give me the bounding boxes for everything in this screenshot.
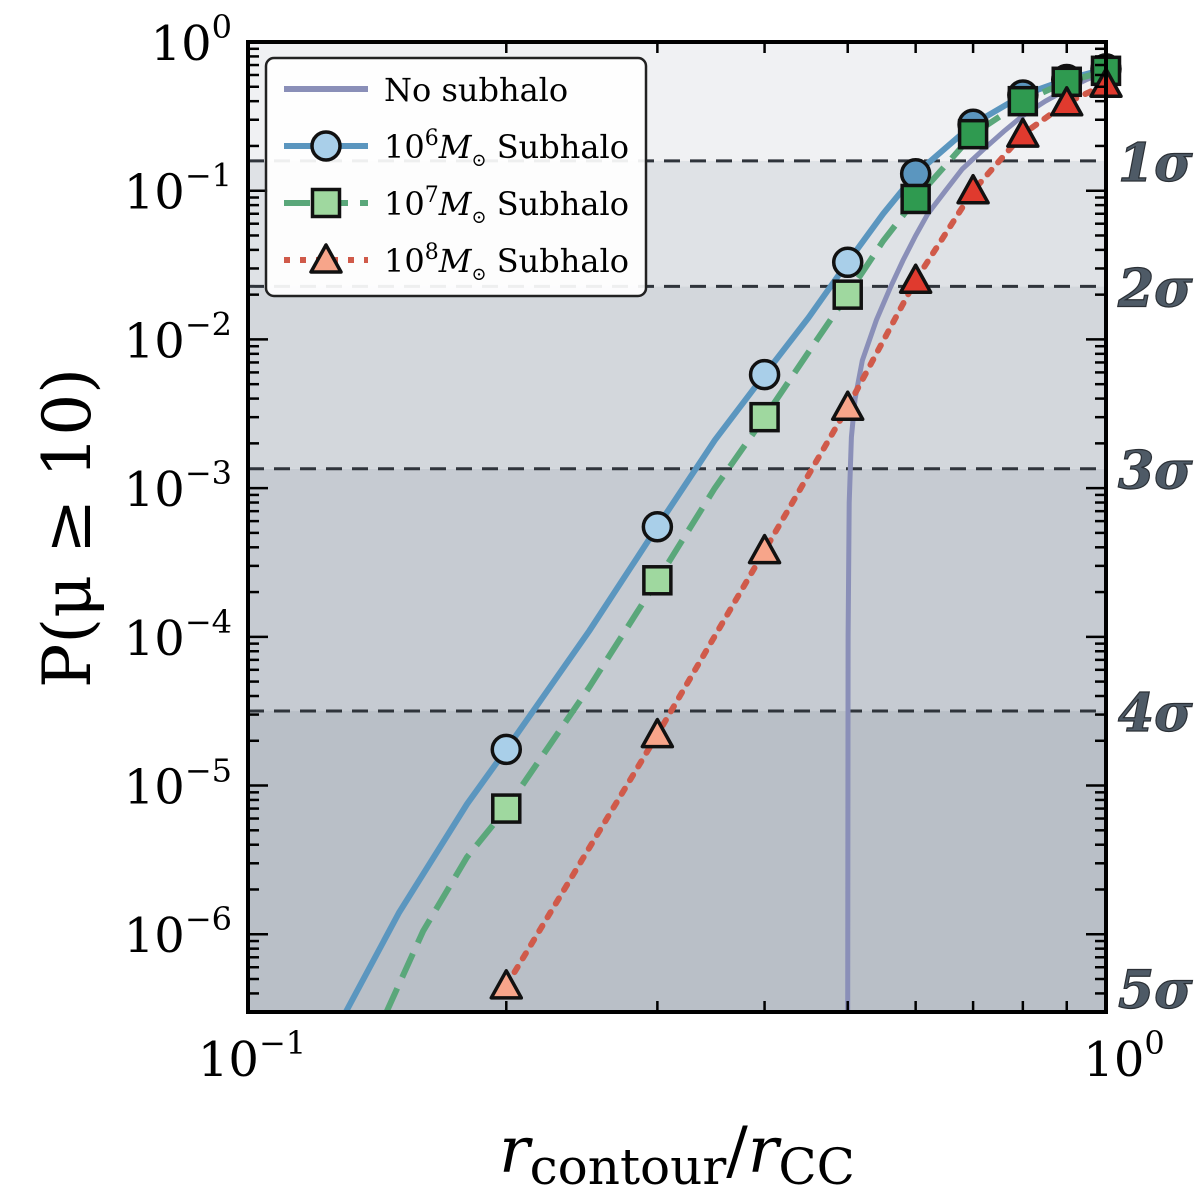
legend-label-2: 107M⊙ Subhalo	[384, 183, 629, 228]
marker-s2-p0	[491, 793, 522, 824]
y-tick-label-3: 10−3	[124, 454, 232, 518]
sigma-band-3	[248, 286, 1106, 469]
marker-s1-p3	[831, 246, 864, 279]
y-axis-label: P(μ ≥ 10)	[29, 368, 106, 688]
legend-box	[264, 56, 648, 298]
y-tick-label-4: 10−4	[124, 603, 232, 667]
marker-s1-p1	[641, 510, 674, 543]
plot-frame	[246, 40, 1108, 1014]
marker-s2-p3	[832, 279, 863, 310]
x-label-main: r	[499, 1114, 533, 1188]
legend-marker-1	[310, 130, 342, 162]
marker-s2-p5	[957, 118, 989, 150]
sigma-label-2: 2σ	[1117, 258, 1193, 319]
y-tick-label-2: 10−2	[124, 305, 232, 369]
x-label-slash: /	[726, 1114, 748, 1188]
y-tick-label-6: 10−6	[124, 900, 232, 964]
x-tick-label-0: 10−1	[198, 1024, 306, 1088]
marker-s3-p7	[1049, 86, 1084, 117]
series-line-1	[343, 65, 1106, 1012]
marker-s3-p4	[898, 263, 933, 294]
legend-label-1: 106M⊙ Subhalo	[384, 126, 629, 171]
marker-s3-p1	[640, 717, 675, 749]
x-tick-label-1: 100	[1083, 1024, 1164, 1088]
sigma-bands	[248, 42, 1106, 1012]
sigma-label-3: 3σ	[1118, 441, 1193, 502]
legend-label-3: 108M⊙ Subhalo	[384, 240, 629, 285]
x-axis-label: rcontour/rCC	[499, 1114, 855, 1195]
marker-s3-p6	[1006, 117, 1040, 148]
marker-s2-p1	[642, 565, 673, 596]
marker-s2-p6	[1007, 85, 1039, 117]
legend: No subhalo 106M⊙ Subhalo 107M⊙ Subhalo 108M…	[264, 56, 648, 298]
y-tick-label-0: 100	[151, 8, 232, 72]
tick-labels: 100 10−1 10−2 10−3 10−4 10−5 10−6 10−1 100	[124, 8, 1165, 1088]
legend-marker-2	[310, 187, 342, 219]
marker-s2-p2	[749, 401, 780, 433]
sigma-label-4: 4σ	[1118, 683, 1193, 744]
legend-marker-3	[309, 243, 343, 274]
x-label-sub1: contour	[530, 1138, 727, 1195]
sigma-labels: 1σ 2σ 3σ 4σ 5σ	[1116, 132, 1193, 1021]
marker-s1-p0	[490, 733, 523, 766]
marker-s3-p2	[747, 533, 782, 565]
y-tick-label-5: 10−5	[124, 752, 232, 816]
marker-s3-p0	[489, 969, 524, 1000]
series-line-0	[845, 69, 1106, 1012]
marker-s1-p4	[899, 158, 932, 190]
x-label-sub2: CC	[778, 1138, 855, 1195]
sigma-label-5: 5σ	[1118, 960, 1193, 1021]
marker-s1-p2	[748, 358, 781, 391]
series-line-2	[383, 67, 1106, 1012]
marker-s3-p5	[956, 173, 990, 205]
x-label-main2: r	[748, 1114, 782, 1188]
sigma-band-5	[248, 711, 1106, 1012]
sigma-band-4	[248, 468, 1106, 712]
marker-s3-p3	[830, 390, 865, 421]
series-markers	[489, 53, 1123, 1000]
sigma-label-1: 1σ	[1118, 133, 1193, 194]
y-tick-label-1: 10−1	[124, 157, 232, 221]
legend-label-0: No subhalo	[384, 71, 568, 109]
marker-s2-p4	[900, 183, 931, 215]
